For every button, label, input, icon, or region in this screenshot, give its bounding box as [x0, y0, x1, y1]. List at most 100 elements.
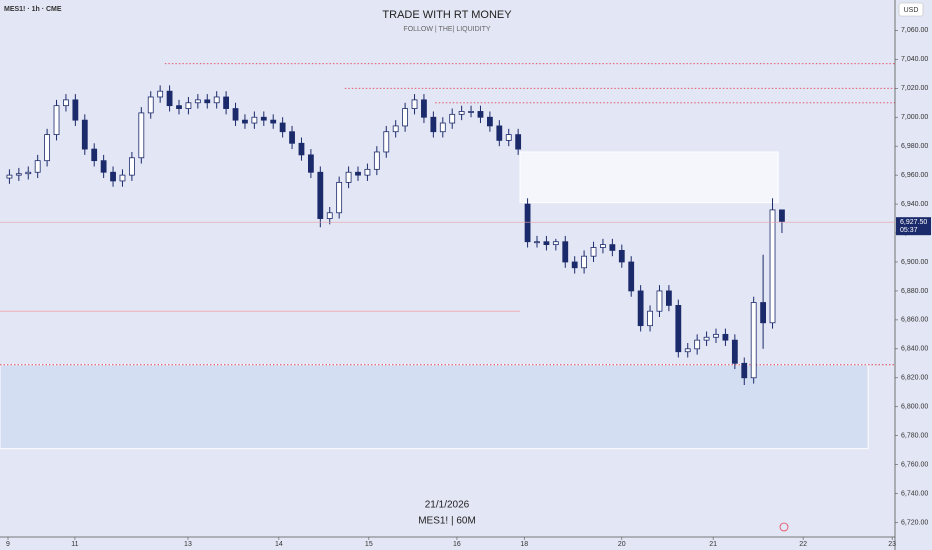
candle-body [15, 173, 22, 176]
candle-body [336, 181, 343, 214]
candle-body [769, 209, 776, 324]
candle-body [684, 348, 691, 353]
candle-body [421, 99, 427, 118]
candle-body [430, 116, 437, 133]
y-tick-label: 6,740.00 [901, 490, 928, 497]
candle-body [307, 154, 314, 173]
y-tick-label: 7,040.00 [901, 56, 928, 63]
y-tick-label: 6,800.00 [901, 404, 928, 411]
candle-body [119, 174, 126, 182]
candle-body [242, 119, 248, 124]
y-tick-label: 7,000.00 [901, 114, 928, 121]
candle-body [760, 302, 767, 324]
y-tick-label: 6,940.00 [901, 201, 928, 208]
y-tick-label: 6,720.00 [901, 519, 928, 526]
candle-body [289, 131, 295, 144]
candle-body [355, 171, 361, 176]
candle-body [552, 241, 559, 246]
x-tick-label: 21 [709, 541, 717, 548]
candle-body [543, 241, 550, 246]
candle-body [496, 125, 503, 141]
candle-body [213, 96, 220, 104]
x-tick-label: 14 [275, 541, 283, 548]
candle-body [618, 250, 625, 263]
candle-body [675, 305, 682, 353]
candle-body [402, 108, 409, 127]
symbol: MES1! · 1h · CME [4, 6, 62, 13]
candle-body [91, 148, 98, 162]
candle-body [600, 244, 606, 248]
candle-body [628, 261, 635, 292]
candle-body [722, 333, 729, 341]
candle-body [326, 212, 333, 219]
candle-body [647, 310, 653, 327]
date-label: 21/1/2026 [425, 500, 470, 511]
y-tick-label: 6,780.00 [901, 433, 928, 440]
x-tick-label: 13 [184, 541, 192, 548]
x-tick-label: 20 [618, 541, 626, 548]
candle-body [279, 122, 286, 133]
candle-body [779, 209, 785, 222]
candle-body [34, 160, 41, 173]
currency-box[interactable] [898, 2, 924, 17]
candle-body [194, 99, 201, 104]
candle-body [609, 244, 616, 251]
x-tick-label: 18 [520, 541, 528, 548]
alert-icon[interactable] [779, 522, 789, 532]
candle-body [411, 99, 418, 109]
candle-body [157, 90, 164, 98]
candle-body [571, 261, 578, 269]
x-tick-label: 23 [888, 541, 896, 548]
candle-body [439, 122, 446, 133]
candle-body [477, 111, 484, 118]
candle-body [128, 157, 135, 176]
candle-body [298, 142, 305, 156]
candle-body [505, 134, 512, 141]
candle-body [581, 255, 588, 269]
y-tick-label: 6,960.00 [901, 172, 928, 179]
x-tick-label: 9 [6, 541, 10, 548]
candle-body [750, 302, 757, 379]
last-price-box [896, 217, 931, 236]
candle-body [100, 160, 107, 173]
candle-body [449, 113, 456, 124]
candle-body [731, 339, 738, 364]
candle-body [270, 119, 277, 124]
candle-body [81, 119, 88, 150]
candle-body [44, 134, 51, 162]
candle-body [138, 112, 145, 159]
candle-body [223, 96, 230, 109]
candle-body [665, 290, 672, 306]
candle-body [232, 108, 239, 121]
candle-body [63, 99, 69, 107]
last-price-label: 6,927.50 [900, 219, 927, 226]
candle-body [713, 333, 719, 338]
candle-body [524, 203, 531, 243]
candle-body [25, 171, 32, 175]
candle-body [383, 131, 390, 153]
candle-body [72, 99, 79, 121]
candle-body [590, 247, 597, 257]
x-tick-label: 16 [453, 541, 461, 548]
candle-body [364, 168, 371, 176]
y-tick-label: 6,900.00 [901, 259, 928, 266]
candle-body [204, 99, 211, 104]
subtitle: FOLLOW | THE| LIQUIDITY [403, 26, 490, 33]
symbol-label: MES1! | 60M [418, 516, 476, 527]
candle-body [53, 105, 60, 136]
candle-body [110, 171, 116, 182]
candle-body [468, 111, 474, 113]
candle-body [251, 116, 258, 124]
candle-body [656, 290, 663, 312]
candle-body [6, 174, 13, 179]
candle-body [694, 339, 701, 350]
candle-body [458, 111, 465, 115]
currency[interactable]: USD [904, 7, 919, 14]
candle-body [534, 241, 540, 244]
chart-title: TRADE WITH RT MONEY [382, 9, 512, 21]
y-tick-label: 6,860.00 [901, 317, 928, 324]
candle-body [176, 105, 182, 109]
y-tick-label: 7,020.00 [901, 85, 928, 92]
